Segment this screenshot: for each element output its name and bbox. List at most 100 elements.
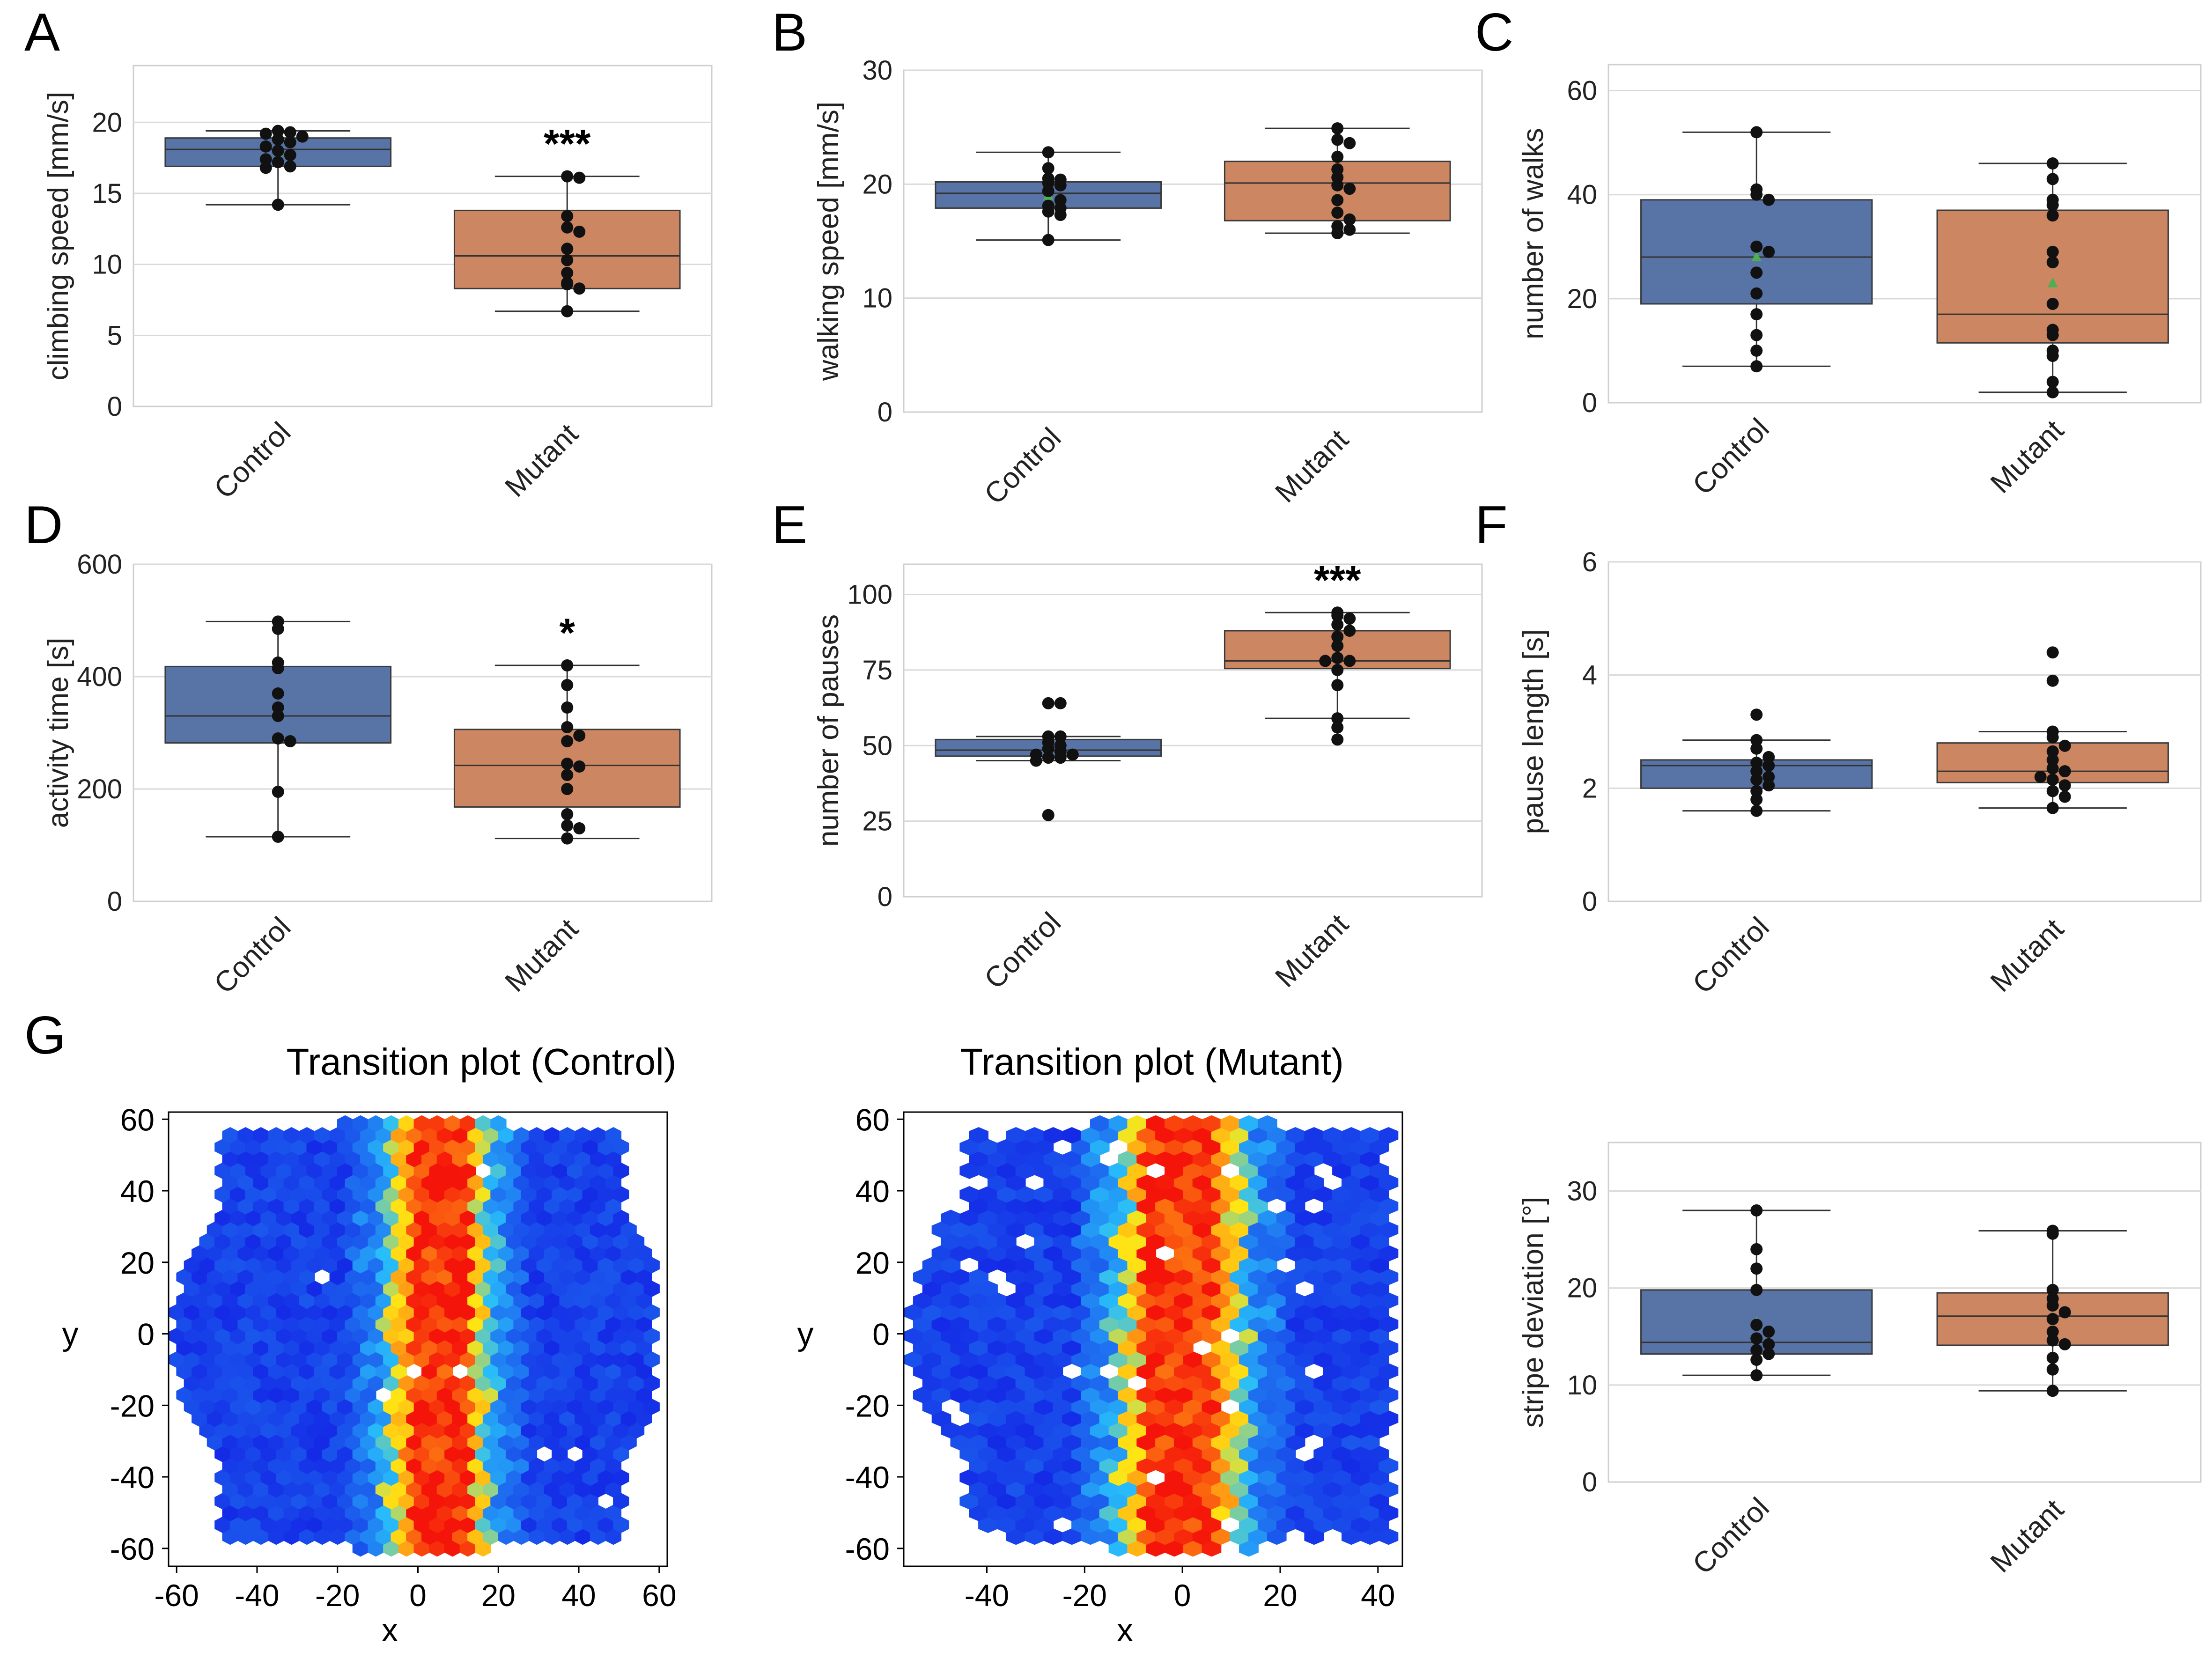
hexbin-cell <box>959 1186 980 1203</box>
hexbin-cell <box>421 1221 438 1238</box>
hexbin-cell <box>1127 1115 1147 1132</box>
hexbin-cell <box>536 1257 553 1274</box>
hexbin-cell <box>245 1398 261 1415</box>
hexbin-cell <box>1015 1493 1035 1510</box>
panel-letter-b: B <box>772 3 807 62</box>
data-point <box>1750 360 1763 373</box>
hexbin-cell <box>1304 1174 1324 1191</box>
hexbin-cell <box>1342 1457 1361 1474</box>
hexbin-cell <box>1192 1457 1212 1474</box>
hexbin-cell <box>1006 1150 1026 1167</box>
hexbin-cell <box>1230 1410 1249 1427</box>
hexbin-cell <box>1053 1280 1073 1297</box>
hexbin-cell <box>1220 1280 1240 1297</box>
hexbin-cell <box>383 1469 399 1486</box>
hexbin-cell <box>368 1540 384 1557</box>
hexbin-cell <box>214 1304 231 1321</box>
hexbin-cell <box>1342 1363 1361 1380</box>
hexbin-cell <box>475 1540 491 1557</box>
hexbin-cell <box>521 1257 538 1274</box>
hexbin-cell <box>1173 1268 1194 1285</box>
hexbin-cell <box>1155 1198 1175 1215</box>
hexbin-cell <box>1136 1150 1157 1167</box>
hexbin-cell <box>398 1445 415 1462</box>
hexbin-cell <box>360 1434 376 1451</box>
hexbin-cell <box>1155 1528 1175 1545</box>
data-point <box>573 282 586 295</box>
hexbin-cell <box>636 1292 652 1309</box>
hexbin-cell <box>459 1257 476 1274</box>
hexbin-cell <box>253 1457 269 1474</box>
hexbin-cell <box>490 1139 507 1156</box>
hexbin-cell <box>413 1493 430 1510</box>
hexbin-cell <box>1248 1457 1268 1474</box>
hexbin-cell <box>1108 1422 1128 1439</box>
hexbin-cell <box>536 1162 553 1179</box>
hexbin-cell <box>498 1386 514 1403</box>
hexbin-cell <box>1192 1268 1212 1285</box>
hexbin-cell <box>1165 1327 1184 1344</box>
hexbin-cell <box>1053 1233 1073 1250</box>
hexbin-cell <box>436 1457 453 1474</box>
hexbin-cell <box>1323 1434 1342 1451</box>
hexbin-cell <box>413 1351 430 1368</box>
hexbin-cell <box>529 1221 545 1238</box>
hexbin-cell <box>567 1257 583 1274</box>
hexbin-cell <box>383 1327 399 1344</box>
hexbin-cell <box>1173 1221 1194 1238</box>
hexbin-cell <box>559 1198 575 1215</box>
data-point <box>561 783 574 795</box>
hexbin-cell <box>1062 1339 1082 1356</box>
hexbin-cell <box>1043 1127 1063 1144</box>
hexbin-cell <box>490 1186 507 1203</box>
hexbin-cell <box>1136 1504 1157 1521</box>
hexbin-cell <box>283 1363 300 1380</box>
hexbin-cell <box>260 1493 277 1510</box>
hexbin-cell <box>1165 1209 1184 1226</box>
hexbin-cell <box>904 1327 923 1344</box>
hexbin-cell <box>567 1327 583 1344</box>
hexbin-cell <box>199 1375 215 1392</box>
hexbin-cell <box>391 1245 407 1262</box>
hexbin-cell <box>337 1445 354 1462</box>
hexbin-cell <box>245 1304 261 1321</box>
hexbin-cell <box>291 1209 308 1226</box>
hexbin-cell <box>1230 1316 1249 1333</box>
hexbin-cell <box>467 1221 484 1238</box>
hexbin-cell <box>214 1233 231 1250</box>
hexbin-cell <box>245 1422 261 1439</box>
hexbin-cell <box>1146 1493 1165 1510</box>
hexbin-cell <box>475 1257 491 1274</box>
hexbin-cell <box>521 1139 538 1156</box>
hexbin-cell <box>521 1186 538 1203</box>
hexbin-cell <box>214 1493 231 1510</box>
hexbin-cell <box>959 1469 980 1486</box>
data-point <box>1331 227 1344 239</box>
hexbin-cell <box>559 1410 575 1427</box>
data-point <box>2046 376 2059 388</box>
hexbin-cell <box>1015 1257 1035 1274</box>
hexbin-cell <box>413 1540 430 1557</box>
data-point <box>2046 674 2059 687</box>
hexbin-cell <box>978 1422 998 1439</box>
hexbin-cell <box>260 1304 277 1321</box>
hexbin-cell <box>176 1386 192 1403</box>
hexbin-cell <box>1332 1304 1352 1321</box>
hexbin-cell <box>1276 1304 1296 1321</box>
hexbin-cell <box>429 1398 445 1415</box>
hexbin-cell <box>1099 1292 1119 1309</box>
hexbin-cell <box>1202 1375 1222 1392</box>
hexbin-cell <box>413 1516 430 1533</box>
hexbin-cell <box>521 1233 538 1250</box>
hexbin-cell <box>582 1186 598 1203</box>
hexbin-cell <box>1313 1375 1334 1392</box>
hexbin-cell <box>529 1434 545 1451</box>
hexbin-cell <box>237 1316 254 1333</box>
hexbin-cell <box>360 1481 376 1498</box>
data-point <box>2058 1306 2071 1319</box>
hexbin-cell <box>590 1528 606 1545</box>
hexbin-cell <box>950 1339 970 1356</box>
data-point <box>2046 802 2059 814</box>
hexbin-cell <box>1053 1445 1073 1462</box>
hexbin-cell <box>582 1139 598 1156</box>
